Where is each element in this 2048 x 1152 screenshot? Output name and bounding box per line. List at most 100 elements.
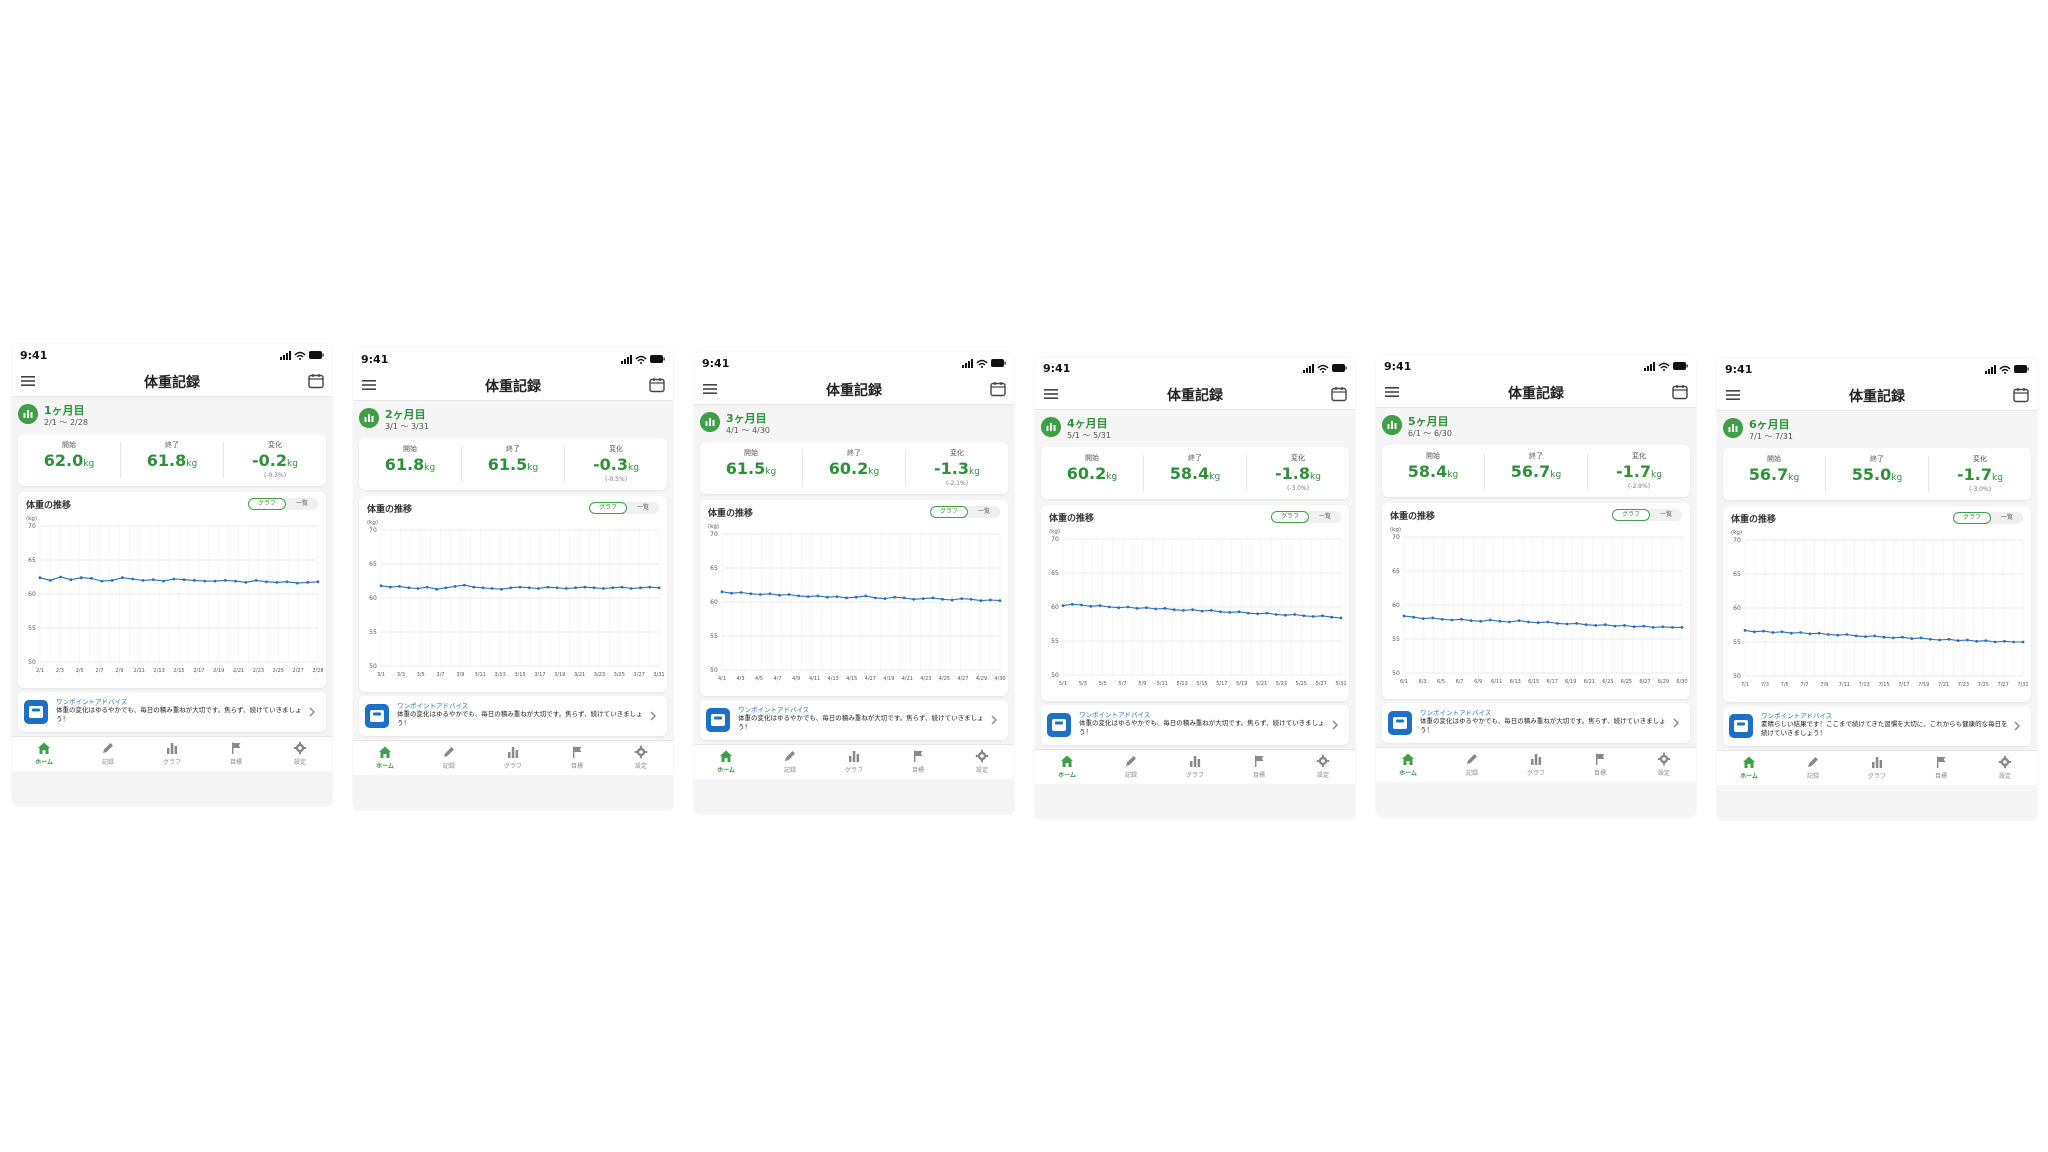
stat-change-label: 変化: [1973, 455, 1987, 463]
tab-home[interactable]: ホーム: [694, 745, 758, 779]
data-point: [931, 596, 935, 600]
tab-record[interactable]: 記録: [1099, 750, 1163, 784]
data-point: [213, 579, 217, 583]
tab-graph[interactable]: グラフ: [822, 745, 886, 779]
data-point: [826, 595, 829, 599]
x-tick-label: 4/23: [920, 676, 931, 682]
x-tick-label: 3/11: [475, 672, 486, 678]
menu-icon[interactable]: [1723, 385, 1743, 405]
data-point: [435, 587, 438, 591]
tab-graph[interactable]: グラフ: [1845, 751, 1909, 785]
x-tick-label: 3/5: [417, 672, 425, 678]
toggle-list-button[interactable]: 一覧: [636, 504, 649, 511]
view-toggle: グラフ 一覧: [589, 502, 659, 514]
stat-divider: [1587, 453, 1588, 489]
data-point: [234, 579, 238, 583]
stat-end-value: 55.0kg: [1851, 465, 1903, 484]
x-tick-label: 2/11: [134, 668, 145, 674]
x-tick-label: 6/13: [1510, 679, 1521, 685]
calendar-icon[interactable]: [1670, 382, 1690, 402]
calendar-icon[interactable]: [988, 379, 1008, 399]
toggle-graph-button[interactable]: グラフ: [589, 502, 627, 514]
advice-card[interactable]: ワンポイントアドバイス 体重の変化はゆるやかでも、毎日の積み重ねが大切です。焦ら…: [700, 700, 1008, 740]
toggle-list-button[interactable]: 一覧: [295, 500, 308, 507]
advice-card[interactable]: ワンポイントアドバイス 体重の変化はゆるやかでも、毎日の積み重ねが大切です。焦ら…: [1041, 705, 1349, 745]
tab-record[interactable]: 記録: [1781, 751, 1845, 785]
pencil-icon: [1467, 754, 1477, 764]
tab-graph-label: グラフ: [1867, 773, 1886, 780]
data-point: [629, 587, 633, 590]
tab-settings[interactable]: 設定: [1291, 750, 1355, 784]
toggle-graph-button[interactable]: グラフ: [1953, 512, 1991, 524]
advice-card[interactable]: ワンポイントアドバイス 体重の変化はゆるやかでも、毎日の積み重ねが大切です。焦ら…: [1382, 703, 1690, 743]
menu-icon[interactable]: [1041, 384, 1061, 404]
tab-graph[interactable]: グラフ: [481, 741, 545, 775]
tab-graph[interactable]: グラフ: [140, 737, 204, 771]
tab-home[interactable]: ホーム: [1035, 750, 1099, 784]
y-axis-label: (kg): [367, 520, 378, 526]
month-title: 4ヶ月目: [1067, 417, 1108, 430]
calendar-icon[interactable]: [647, 375, 667, 395]
data-point: [1402, 614, 1406, 618]
bar-chart-icon: [1531, 754, 1542, 765]
data-point: [816, 594, 820, 598]
data-point: [285, 580, 289, 584]
home-icon: [1743, 756, 1755, 768]
stat-end: 終了 61.5kg: [462, 438, 564, 490]
toggle-graph-button[interactable]: グラフ: [248, 498, 286, 510]
menu-icon[interactable]: [700, 379, 720, 399]
y-tick-label: 50: [1733, 673, 1741, 680]
tab-settings[interactable]: 設定: [1632, 748, 1696, 782]
scale-icon: [365, 704, 389, 728]
menu-icon[interactable]: [18, 371, 38, 391]
tab-home[interactable]: ホーム: [1376, 748, 1440, 782]
toggle-list-button[interactable]: 一覧: [1659, 511, 1672, 518]
tab-record[interactable]: 記録: [1440, 748, 1504, 782]
tab-settings[interactable]: 設定: [268, 737, 332, 771]
tab-goal[interactable]: 目標: [204, 737, 268, 771]
tab-goal[interactable]: 目標: [886, 745, 950, 779]
tab-record[interactable]: 記録: [76, 737, 140, 771]
calendar-icon[interactable]: [306, 371, 326, 391]
data-point: [1891, 636, 1895, 640]
tab-home[interactable]: ホーム: [353, 741, 417, 775]
toggle-list-button[interactable]: 一覧: [977, 508, 990, 515]
tab-record[interactable]: 記録: [417, 741, 481, 775]
data-point: [1284, 613, 1287, 617]
tab-settings[interactable]: 設定: [950, 745, 1014, 779]
toggle-list-button[interactable]: 一覧: [1318, 513, 1331, 520]
tab-home[interactable]: ホーム: [1717, 751, 1781, 785]
data-point: [444, 586, 448, 590]
tab-goal[interactable]: 目標: [1568, 748, 1632, 782]
calendar-icon[interactable]: [1329, 384, 1349, 404]
toggle-graph-button[interactable]: グラフ: [1271, 511, 1309, 523]
month-header: 5ヶ月目 6/1 ～ 6/30: [1376, 407, 1696, 443]
advice-card[interactable]: ワンポイントアドバイス 体重の変化はゆるやかでも、毎日の積み重ねが大切です。焦ら…: [359, 696, 667, 736]
advice-card[interactable]: ワンポイントアドバイス 体重の変化はゆるやかでも、毎日の積み重ねが大切です。焦ら…: [18, 692, 326, 732]
stat-change-percent: (-0.5%): [604, 476, 628, 483]
tab-goal-label: 目標: [1593, 770, 1606, 777]
tab-goal[interactable]: 目標: [545, 741, 609, 775]
advice-card[interactable]: ワンポイントアドバイス 素晴らしい結果です！ここまで続けてきた習慣を大切に、これ…: [1723, 706, 2031, 746]
toggle-graph-button[interactable]: グラフ: [930, 506, 968, 518]
data-point: [131, 577, 135, 581]
toggle-list-button[interactable]: 一覧: [2000, 514, 2013, 521]
tab-settings[interactable]: 設定: [609, 741, 673, 775]
tab-goal[interactable]: 目標: [1909, 751, 1973, 785]
tab-record[interactable]: 記録: [758, 745, 822, 779]
tab-home[interactable]: ホーム: [12, 737, 76, 771]
calendar-icon[interactable]: [2011, 385, 2031, 405]
tab-graph[interactable]: グラフ: [1504, 748, 1568, 782]
data-point: [1993, 640, 1997, 644]
tab-settings[interactable]: 設定: [1973, 751, 2037, 785]
toggle-graph-button[interactable]: グラフ: [1612, 509, 1650, 521]
tab-graph[interactable]: グラフ: [1163, 750, 1227, 784]
tab-record-label: 記録: [1806, 773, 1819, 780]
stat-start: 開始 61.8kg: [359, 438, 461, 490]
x-tick-label: 7/27: [1998, 682, 2009, 688]
menu-icon[interactable]: [1382, 382, 1402, 402]
tab-goal[interactable]: 目標: [1227, 750, 1291, 784]
month-title: 2ヶ月目: [385, 408, 426, 421]
menu-icon[interactable]: [359, 375, 379, 395]
stat-start-label: 開始: [744, 449, 758, 457]
